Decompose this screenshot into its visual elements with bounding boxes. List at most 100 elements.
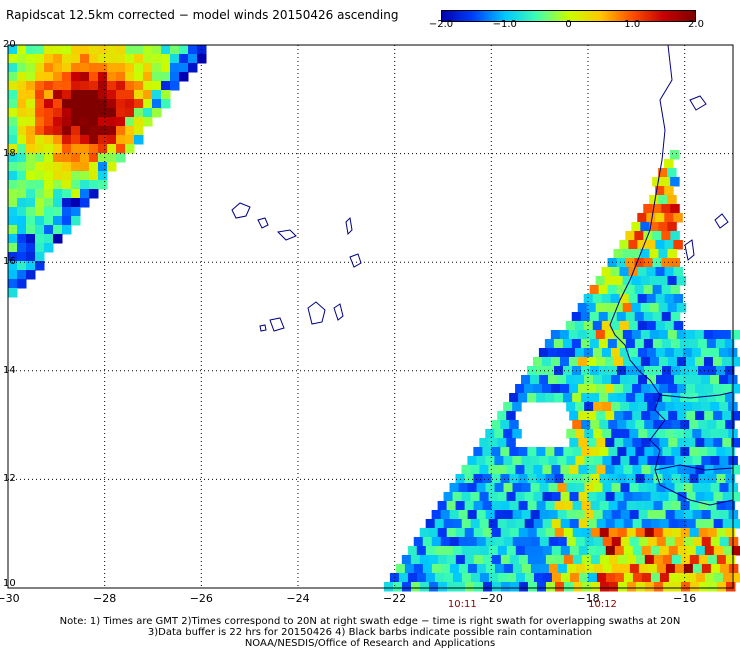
wind-cell xyxy=(8,234,18,244)
wind-cell xyxy=(44,216,54,226)
wind-cell xyxy=(634,258,644,268)
coastline-path xyxy=(269,317,285,332)
wind-cell xyxy=(617,393,627,403)
wind-cell xyxy=(607,339,618,349)
wind-cell xyxy=(491,501,502,511)
coastline-path xyxy=(654,464,734,471)
wind-cell xyxy=(437,555,448,565)
wind-cell xyxy=(539,510,550,520)
wind-cell xyxy=(578,384,588,394)
wind-cell xyxy=(692,510,703,520)
wind-cell xyxy=(89,126,99,136)
wind-cell xyxy=(26,234,36,244)
wind-cell xyxy=(80,162,90,172)
wind-cell xyxy=(596,573,607,583)
wind-cell xyxy=(17,261,27,271)
wind-cell xyxy=(89,90,99,100)
wind-cell xyxy=(530,456,540,466)
wind-cell xyxy=(80,180,90,190)
wind-cell xyxy=(44,135,54,145)
wind-cell xyxy=(527,528,538,538)
wind-cell xyxy=(671,582,682,592)
wind-cell xyxy=(655,240,665,250)
wind-cell xyxy=(134,72,144,82)
wind-cell xyxy=(613,249,623,259)
wind-cell xyxy=(35,252,45,262)
wind-cell xyxy=(667,195,677,205)
wind-cell xyxy=(467,483,478,493)
wind-cell xyxy=(559,357,570,367)
wind-cell xyxy=(635,474,645,484)
wind-cell xyxy=(614,492,625,502)
wind-cell xyxy=(632,546,643,556)
wind-cell xyxy=(703,330,714,340)
wind-cell xyxy=(617,582,628,592)
wind-cell xyxy=(35,225,45,235)
wind-cell xyxy=(662,420,672,430)
wind-cell xyxy=(641,573,652,583)
wind-cell xyxy=(605,438,615,448)
wind-cell xyxy=(656,564,667,574)
wind-cell xyxy=(44,117,54,127)
wind-cell xyxy=(512,483,523,493)
wind-cell xyxy=(422,537,433,547)
wind-cell xyxy=(530,564,541,574)
wind-cell xyxy=(473,528,484,538)
wind-cell xyxy=(35,135,45,145)
wind-cell xyxy=(671,474,681,484)
wind-cell xyxy=(71,144,81,154)
wind-cell xyxy=(602,375,612,385)
wind-cell xyxy=(107,72,117,82)
wind-cell xyxy=(8,135,18,145)
wind-cell xyxy=(599,582,610,592)
wind-cell xyxy=(71,54,81,64)
wind-cell xyxy=(434,519,445,529)
wind-cell xyxy=(575,402,585,412)
wind-cell xyxy=(554,474,564,484)
wind-cell xyxy=(503,402,513,412)
wind-cell xyxy=(605,546,616,556)
wind-cell xyxy=(17,63,27,73)
wind-cell xyxy=(161,54,171,64)
wind-cell xyxy=(584,375,594,385)
wind-cell xyxy=(521,510,532,520)
wind-cell xyxy=(580,312,591,322)
wind-cell xyxy=(515,546,526,556)
wind-cell xyxy=(71,135,81,145)
wind-cell xyxy=(593,510,604,520)
wind-cell xyxy=(665,564,676,574)
wind-cell xyxy=(602,429,612,439)
wind-cell xyxy=(692,402,702,412)
wind-cell xyxy=(62,72,72,82)
wind-cell xyxy=(8,153,18,163)
wind-cell xyxy=(470,573,481,583)
wind-cell xyxy=(548,375,558,385)
wind-cell xyxy=(724,366,735,376)
wind-cell xyxy=(598,285,609,295)
wind-cell xyxy=(26,216,36,226)
wind-cell xyxy=(8,252,18,262)
wind-cell xyxy=(625,231,635,241)
wind-cell xyxy=(710,456,720,466)
wind-cell xyxy=(134,54,144,64)
wind-cell xyxy=(53,198,63,208)
wind-cell xyxy=(577,303,588,313)
wind-cell xyxy=(35,54,45,64)
wind-cell xyxy=(671,393,681,403)
latitude-label: 12 xyxy=(3,473,16,485)
wind-cell xyxy=(695,492,706,502)
wind-cell xyxy=(667,168,677,178)
wind-cell xyxy=(107,162,117,172)
wind-cell xyxy=(730,330,740,340)
wind-cell xyxy=(71,90,81,100)
wind-cell xyxy=(581,393,591,403)
wind-cell xyxy=(485,429,495,439)
wind-cell xyxy=(8,108,18,118)
wind-cell xyxy=(608,393,618,403)
wind-cell xyxy=(548,483,559,493)
wind-cell xyxy=(8,243,18,253)
wind-cell xyxy=(556,348,567,358)
wind-cell xyxy=(604,303,615,313)
wind-cell xyxy=(98,54,108,64)
longitude-label: −16 xyxy=(673,592,697,605)
